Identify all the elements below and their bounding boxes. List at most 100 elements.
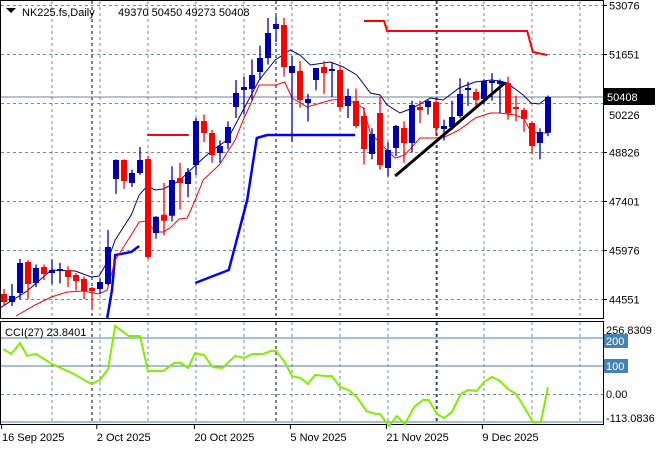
trend-line	[394, 81, 506, 178]
current-price-box	[603, 88, 655, 105]
cci-series	[2, 324, 549, 428]
candle-body	[353, 101, 359, 126]
candle-body	[161, 214, 167, 221]
candle-body	[521, 110, 527, 119]
candle-body	[81, 279, 87, 291]
resistance-line	[364, 20, 548, 56]
candle-body	[145, 159, 151, 257]
candle-body	[281, 25, 287, 67]
candle-body	[153, 216, 159, 233]
candle-body	[209, 133, 215, 155]
candle-body	[289, 66, 295, 73]
x-tick-label: 20 Oct 2025	[194, 432, 254, 444]
candle-body	[425, 101, 431, 107]
candle-body	[497, 81, 503, 84]
candle-body	[441, 126, 447, 129]
candle-body	[41, 267, 47, 274]
candle-body	[465, 88, 471, 90]
cci-level-box	[604, 359, 628, 373]
candle-body	[257, 58, 263, 72]
cci-axis-label: 100	[606, 361, 624, 373]
candle-body	[473, 92, 479, 100]
candle-body	[377, 113, 383, 165]
candle-body	[329, 69, 335, 71]
candle-body	[489, 81, 495, 83]
grid	[1, 1, 603, 424]
main-panel	[0, 0, 604, 319]
y-tick-label: 45976	[609, 246, 640, 258]
candle-body	[305, 99, 311, 103]
candle-body	[273, 24, 279, 29]
candle-body	[225, 127, 231, 143]
candle-body	[265, 33, 271, 58]
candle-body	[1, 294, 7, 302]
x-tick-label: 2 Oct 2025	[97, 432, 151, 444]
candle-body	[137, 160, 143, 173]
candle-body	[193, 121, 199, 165]
candle-body	[241, 87, 247, 90]
cci-axis-label: 0.00	[606, 389, 627, 401]
candle-body	[177, 178, 183, 183]
y-tick-label: 50226	[609, 110, 640, 122]
candle-body	[129, 173, 135, 183]
candle-body	[49, 270, 55, 273]
candle-body	[121, 160, 127, 181]
x-tick-label: 21 Nov 2025	[386, 432, 448, 444]
candle-body	[33, 268, 39, 283]
cci-panel	[0, 321, 604, 425]
candle-body	[9, 296, 15, 302]
candle-body	[233, 93, 239, 107]
y-tick-label: 48826	[609, 148, 640, 160]
candle-body	[401, 128, 407, 143]
candle-body	[385, 150, 391, 168]
slow-ma-line	[15, 81, 548, 317]
candle-body	[217, 146, 223, 153]
candle-body	[297, 71, 303, 100]
support-line	[105, 245, 140, 319]
cci-label: CCI(27) 23.8401	[5, 327, 86, 339]
axes: 53076 51651 50226 48826 47401 45976 44551 50408…	[1, 1, 655, 444]
candle-body	[433, 102, 439, 128]
ohlc-label: 49370 50450 49273 50408	[118, 7, 250, 19]
cci-axis-label: 200	[606, 336, 624, 348]
candle-body	[393, 126, 399, 148]
candle-body	[361, 116, 367, 149]
y-tick-label: 44551	[609, 295, 640, 307]
candle-body	[65, 270, 71, 277]
candle-body	[369, 134, 375, 154]
x-tick-label: 16 Sep 2025	[2, 432, 64, 444]
candle-body	[529, 123, 535, 146]
candle-body	[345, 96, 351, 106]
candle-body	[545, 97, 551, 133]
candle-body	[505, 83, 511, 113]
candle-body	[417, 107, 423, 110]
candle-body	[57, 269, 63, 271]
cci-axis-label: -113.0836	[606, 413, 655, 425]
price-series	[0, 16, 551, 319]
candle-body	[25, 262, 31, 284]
candle-body	[481, 81, 487, 99]
candle-body	[313, 68, 319, 80]
collapse-triangle-icon[interactable]	[6, 8, 16, 13]
x-tick-label: 9 Dec 2025	[482, 432, 538, 444]
candle-body	[185, 172, 191, 184]
candle-body	[513, 107, 519, 109]
y-tick-label: 51651	[609, 50, 640, 62]
cci-line	[2, 324, 549, 428]
y-tick-label: 53076	[609, 1, 640, 13]
candle-body	[89, 288, 95, 291]
candle-body	[73, 275, 79, 281]
y-tick-label: 47401	[609, 197, 640, 209]
candle-body	[457, 94, 463, 116]
fast-ma-line	[0, 49, 548, 309]
candle-body	[449, 117, 455, 127]
candle-body	[113, 160, 119, 179]
candle-body	[337, 70, 343, 107]
symbol-label: NK225.fs,Daily	[22, 7, 95, 19]
support-line	[194, 133, 356, 285]
cci-level-box	[604, 334, 628, 348]
candle-body	[201, 121, 207, 133]
current-price-label: 50408	[607, 92, 638, 104]
